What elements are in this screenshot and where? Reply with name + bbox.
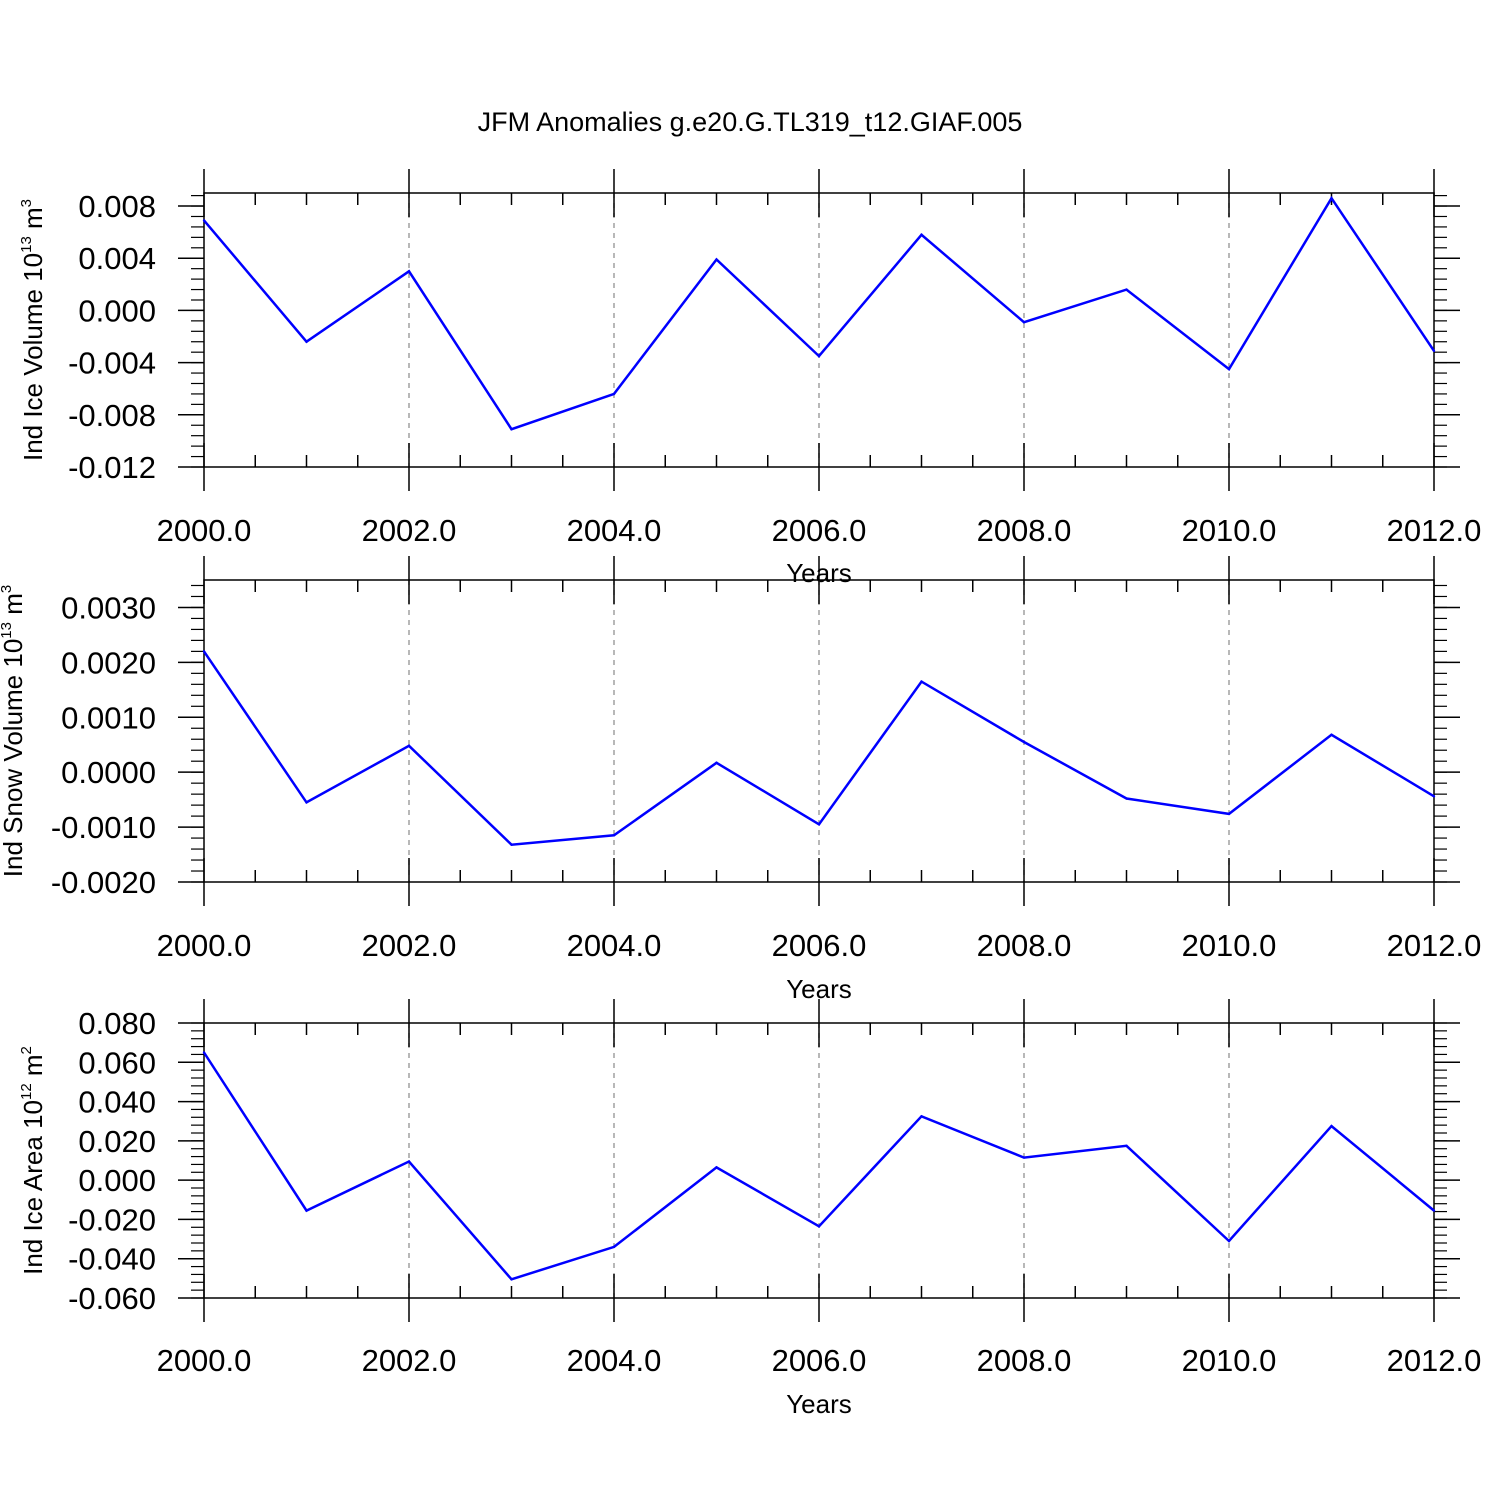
- y-tick-label: -0.012: [68, 450, 156, 485]
- data-point: [817, 823, 821, 826]
- y-tick-label: 0.008: [78, 189, 156, 224]
- x-tick-label: 2000.0: [157, 1343, 252, 1378]
- x-tick-label: 2002.0: [362, 1343, 457, 1378]
- data-point: [202, 219, 206, 222]
- x-tick-label: 2004.0: [567, 513, 662, 548]
- x-tick-label: 2008.0: [977, 1343, 1072, 1378]
- data-point: [510, 843, 513, 846]
- data-point: [1125, 797, 1128, 800]
- data-point: [920, 1115, 923, 1118]
- y-tick-label: 0.080: [78, 1006, 156, 1041]
- x-tick-label: 2012.0: [1387, 1343, 1482, 1378]
- y-tick-label: 0.004: [78, 241, 156, 276]
- data-point: [1330, 733, 1333, 737]
- data-point: [1022, 1156, 1026, 1159]
- data-point: [1125, 1144, 1128, 1147]
- y-tick-label: 0.0000: [61, 755, 156, 790]
- x-tick-label: 2002.0: [362, 513, 457, 548]
- y-tick-label: -0.008: [68, 398, 156, 433]
- y-tick-label: 0.060: [78, 1045, 156, 1080]
- data-point: [612, 392, 616, 396]
- x-tick-label: 2010.0: [1182, 513, 1277, 548]
- data-point: [510, 427, 513, 431]
- y-tick-label: -0.0020: [51, 865, 156, 900]
- y-tick-label: -0.020: [68, 1202, 156, 1237]
- data-point: [305, 801, 308, 804]
- x-tick-label: 2000.0: [157, 928, 252, 963]
- data-point: [407, 744, 411, 748]
- data-point: [1432, 349, 1436, 353]
- x-tick-label: 2006.0: [772, 928, 867, 963]
- data-point: [715, 1166, 718, 1169]
- x-tick-label: 2008.0: [977, 928, 1072, 963]
- y-axis-label: Ind Snow Volume 1013 m3: [0, 585, 28, 877]
- y-tick-label: -0.060: [68, 1281, 156, 1316]
- x-tick-label: 2000.0: [157, 513, 252, 548]
- data-point: [305, 1209, 308, 1212]
- panel-3: 0.080 0.060 0.040 0.020 0.000 -0.020 -0.040 -0.…: [18, 999, 1481, 1419]
- data-point: [407, 1160, 411, 1163]
- x-tick-label: 2002.0: [362, 928, 457, 963]
- data-point: [305, 340, 308, 343]
- x-tick-label: 2004.0: [567, 1343, 662, 1378]
- y-tick-label: 0.000: [78, 293, 156, 328]
- data-point: [1022, 320, 1026, 324]
- data-point: [612, 834, 616, 837]
- panel-2: 0.00300.00200.00100.0000-0.0010-0.002020…: [0, 556, 1481, 1004]
- data-point: [715, 258, 718, 261]
- data-point: [920, 680, 923, 683]
- y-tick-label: 0.0020: [61, 645, 156, 680]
- y-tick-label: 0.0030: [61, 590, 156, 625]
- data-point: [1227, 367, 1231, 371]
- y-axis-label: Ind Ice Area 1012 m2: [18, 1046, 48, 1275]
- x-tick-label: 2006.0: [772, 1343, 867, 1378]
- data-point: [510, 1278, 513, 1281]
- y-tick-label: -0.004: [68, 346, 156, 381]
- x-tick-label: 2010.0: [1182, 1343, 1277, 1378]
- x-tick-label: 2012.0: [1387, 928, 1482, 963]
- data-point: [1227, 1239, 1231, 1243]
- data-point: [817, 1225, 821, 1228]
- y-tick-label: 0.020: [78, 1124, 156, 1159]
- data-point: [407, 270, 411, 273]
- data-point: [1330, 1124, 1333, 1128]
- data-point: [1432, 795, 1436, 798]
- data-point: [1022, 740, 1026, 744]
- y-axis-label: Ind Ice Volume 1013 m3: [18, 199, 48, 461]
- data-point: [817, 354, 821, 358]
- x-tick-label: 2012.0: [1387, 513, 1482, 548]
- y-tick-label: 0.000: [78, 1163, 156, 1198]
- x-tick-label: 2004.0: [567, 928, 662, 963]
- x-tick-label: 2010.0: [1182, 928, 1277, 963]
- y-tick-label: 0.0010: [61, 700, 156, 735]
- x-tick-label: 2006.0: [772, 513, 867, 548]
- x-tick-label: 2008.0: [977, 513, 1072, 548]
- data-point: [1125, 288, 1128, 291]
- data-point: [1227, 812, 1231, 816]
- y-tick-label: 0.040: [78, 1085, 156, 1120]
- data-point: [202, 650, 206, 653]
- data-point: [202, 1051, 206, 1054]
- y-tick-label: -0.040: [68, 1242, 156, 1277]
- data-point: [1330, 197, 1333, 200]
- data-point: [715, 761, 718, 765]
- chart-title: JFM Anomalies g.e20.G.TL319_t12.GIAF.005: [478, 107, 1023, 137]
- data-point: [920, 233, 923, 236]
- x-axis-label: Years: [786, 1389, 852, 1419]
- data-point: [1432, 1209, 1436, 1212]
- y-tick-label: -0.0010: [51, 810, 156, 845]
- data-point: [612, 1245, 616, 1249]
